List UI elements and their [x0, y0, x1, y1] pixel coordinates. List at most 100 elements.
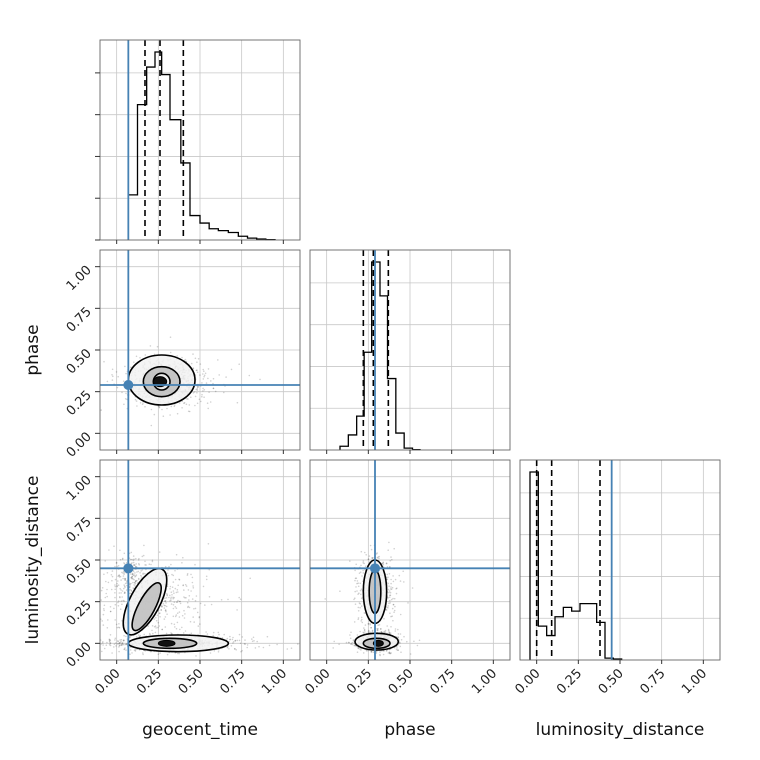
sample-point [161, 408, 163, 411]
sample-point [178, 652, 180, 655]
sample-point [358, 572, 361, 574]
sample-point [388, 590, 391, 592]
sample-point [134, 650, 137, 652]
sample-point [202, 387, 204, 390]
sample-point [195, 388, 197, 391]
sample-point [368, 629, 370, 632]
sample-point [362, 631, 365, 634]
sample-point [140, 574, 142, 577]
sample-point [170, 622, 173, 625]
sample-point [121, 644, 123, 646]
sample-point [117, 580, 119, 582]
sample-point [356, 590, 358, 592]
sample-point [388, 632, 391, 635]
sample-point [354, 579, 356, 582]
sample-point [203, 370, 205, 373]
sample-point [149, 633, 151, 636]
sample-point [109, 639, 112, 642]
sample-point [396, 647, 398, 649]
sample-point [380, 630, 383, 633]
sample-point [169, 594, 171, 597]
sample-point [268, 644, 271, 647]
sample-point [185, 403, 188, 406]
truth-marker [123, 380, 134, 390]
sample-point [165, 609, 167, 611]
sample-point [133, 564, 135, 566]
sample-point [197, 358, 200, 360]
sample-point [157, 626, 159, 629]
sample-point [358, 602, 361, 604]
sample-point [370, 651, 373, 653]
sample-point [176, 601, 179, 603]
sample-point [370, 548, 373, 551]
sample-point [380, 628, 382, 630]
sample-point [230, 368, 233, 371]
sample-point [116, 585, 118, 587]
sample-point [171, 594, 173, 596]
sample-point [117, 600, 120, 602]
sample-point [122, 572, 124, 574]
sample-point [360, 620, 363, 622]
sample-point [157, 653, 160, 655]
sample-point [389, 652, 391, 654]
sample-point [171, 632, 173, 635]
sample-point [367, 623, 370, 625]
sample-point [190, 573, 192, 576]
sample-point [144, 564, 146, 566]
sample-point [236, 401, 239, 404]
sample-point [369, 623, 372, 626]
sample-point [382, 563, 385, 566]
sample-point [359, 571, 362, 573]
sample-point [249, 577, 251, 580]
sample-point [132, 587, 134, 589]
sample-point [119, 641, 121, 644]
sample-point [134, 564, 136, 566]
sample-point [367, 649, 369, 652]
sample-point [391, 615, 394, 617]
sample-point [123, 648, 126, 650]
sample-point [376, 629, 379, 631]
sample-point [181, 407, 183, 409]
sample-point [199, 602, 202, 605]
sample-point [182, 556, 184, 559]
sample-point [176, 355, 178, 357]
sample-point [110, 588, 113, 591]
sample-point [123, 572, 126, 574]
sample-point [393, 611, 395, 613]
sample-point [124, 585, 126, 587]
sample-point [387, 652, 390, 654]
sample-point [101, 587, 104, 589]
sample-point [177, 584, 179, 587]
sample-point [369, 631, 371, 633]
sample-point [390, 588, 393, 590]
sample-point [122, 599, 124, 602]
sample-point [223, 633, 225, 636]
sample-point [391, 558, 393, 561]
sample-point [106, 595, 108, 598]
sample-point [115, 371, 118, 373]
sample-point [205, 575, 208, 578]
sample-point [192, 585, 194, 587]
sample-point [130, 577, 132, 579]
sample-point [193, 621, 195, 623]
sample-point [394, 647, 396, 649]
sample-point [174, 626, 176, 628]
sample-point [376, 557, 379, 559]
sample-point [379, 651, 381, 653]
sample-point [123, 552, 126, 555]
sample-point [213, 650, 216, 652]
sample-point [210, 380, 212, 382]
sample-point [152, 632, 154, 635]
sample-point [138, 562, 140, 565]
sample-point [236, 639, 239, 642]
sample-point [133, 574, 135, 577]
sample-point [390, 652, 393, 654]
sample-point [209, 652, 212, 654]
sample-point [225, 376, 227, 378]
sample-point [385, 609, 388, 611]
sample-point [167, 569, 169, 571]
sample-point [131, 575, 133, 578]
sample-point [117, 643, 120, 645]
sample-point [176, 612, 179, 614]
sample-point [113, 643, 116, 645]
